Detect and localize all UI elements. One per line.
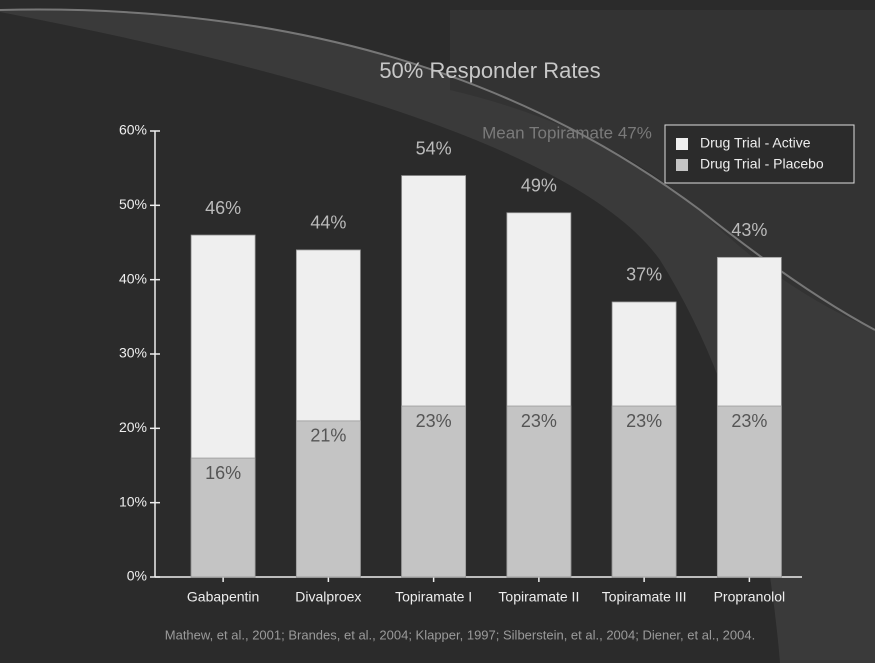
value-label: 43% bbox=[731, 220, 767, 240]
y-tick-label: 10% bbox=[119, 493, 147, 509]
bar bbox=[401, 405, 467, 578]
annotation: Mean Topiramate 47% bbox=[482, 123, 652, 142]
y-tick-label: 60% bbox=[119, 122, 147, 138]
x-tick-label: Divalproex bbox=[295, 589, 361, 605]
value-label: 16% bbox=[205, 463, 241, 483]
y-tick-label: 40% bbox=[119, 270, 147, 286]
x-tick-label: Topiramate II bbox=[498, 589, 579, 605]
value-label: 23% bbox=[416, 411, 452, 431]
value-label: 49% bbox=[521, 176, 557, 196]
chart-title: 50% Responder Rates bbox=[379, 58, 600, 83]
y-tick-label: 30% bbox=[119, 345, 147, 361]
x-tick-label: Propranolol bbox=[714, 589, 786, 605]
value-label: 23% bbox=[731, 411, 767, 431]
y-tick-label: 50% bbox=[119, 196, 147, 212]
legend-label: Drug Trial - Placebo bbox=[700, 156, 824, 172]
decor-band bbox=[0, 9, 875, 663]
bar bbox=[295, 420, 361, 578]
legend-label: Drug Trial - Active bbox=[700, 135, 811, 151]
bar bbox=[611, 405, 677, 578]
value-label: 37% bbox=[626, 265, 662, 285]
value-label: 54% bbox=[416, 138, 452, 158]
decor-region bbox=[450, 10, 875, 330]
value-label: 21% bbox=[310, 426, 346, 446]
bar bbox=[716, 405, 782, 578]
y-tick-label: 0% bbox=[127, 568, 147, 584]
x-tick-label: Gabapentin bbox=[187, 589, 259, 605]
value-label: 23% bbox=[521, 411, 557, 431]
y-tick-label: 20% bbox=[119, 419, 147, 435]
x-tick-label: Topiramate III bbox=[602, 589, 687, 605]
value-label: 23% bbox=[626, 411, 662, 431]
value-label: 46% bbox=[205, 198, 241, 218]
value-label: 44% bbox=[310, 213, 346, 233]
bar bbox=[190, 457, 256, 578]
bar bbox=[506, 405, 572, 578]
legend-swatch bbox=[676, 138, 688, 150]
x-tick-label: Topiramate I bbox=[395, 589, 472, 605]
legend: Drug Trial - Active Drug Trial - Placebo bbox=[664, 124, 855, 184]
decor-curve bbox=[0, 8, 875, 331]
legend-swatch bbox=[676, 159, 688, 171]
legend-box bbox=[664, 124, 855, 184]
footnote: Mathew, et al., 2001; Brandes, et al., 2… bbox=[165, 627, 755, 642]
